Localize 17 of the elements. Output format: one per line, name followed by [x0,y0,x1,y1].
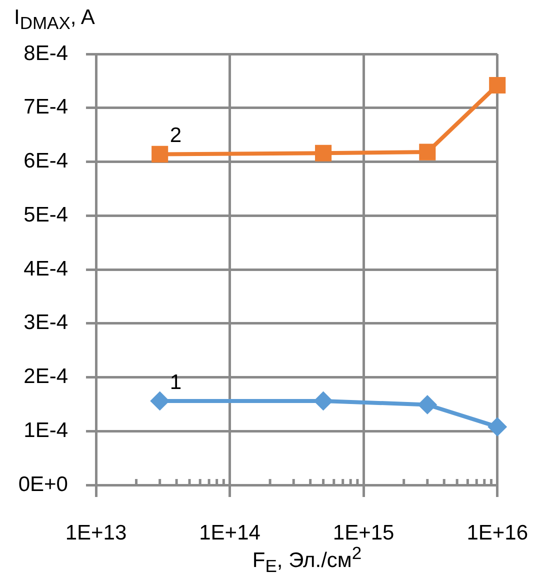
y-tick-label: 1E-4 [24,418,68,442]
y-tick-label: 0E+0 [18,472,68,496]
x-axis-title: F$_{E}$, Эл./см$^{2}$ [252,543,362,575]
x-tick-label: 1E+13 [65,521,127,544]
y-tick-label: 8E-4 [24,42,68,65]
y-tick-label: 4E-4 [24,257,68,280]
y-axis-title: I$_{DMAX}$, A [14,5,95,36]
x-tick-label: 1E+16 [466,521,528,544]
y-tick-label: 3E-4 [24,311,68,334]
y-tick-label: 7E-4 [24,96,68,119]
x-tick-label: 1E+14 [199,521,261,544]
y-tick-label: 6E-4 [24,150,68,173]
series-label: 2 [170,124,182,148]
y-tick-label: 5E-4 [24,203,68,226]
y-tick-label: 2E-4 [24,365,68,388]
series-label: 1 [170,370,182,394]
x-tick-label: 1E+15 [332,521,394,544]
